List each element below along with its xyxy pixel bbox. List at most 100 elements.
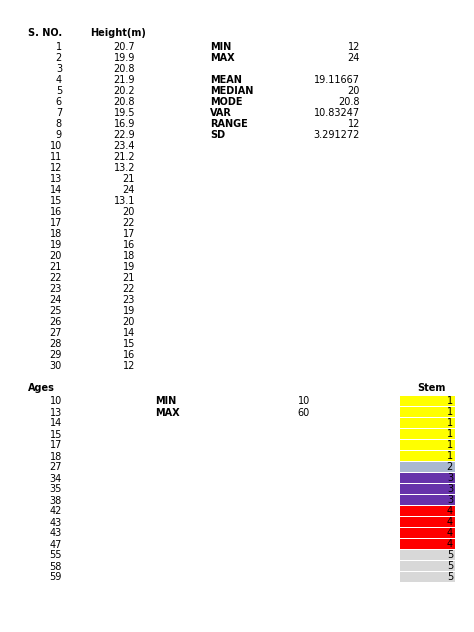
Text: 16.9: 16.9 (114, 119, 135, 130)
Text: 19: 19 (50, 240, 62, 250)
Text: 20: 20 (123, 317, 135, 327)
Text: 18: 18 (123, 252, 135, 261)
Text: 20.7: 20.7 (113, 42, 135, 52)
Text: 5: 5 (447, 561, 453, 571)
Text: 38: 38 (50, 495, 62, 506)
Text: 4: 4 (447, 528, 453, 538)
Text: 19: 19 (123, 307, 135, 316)
Text: 13.2: 13.2 (113, 163, 135, 173)
Text: 9: 9 (56, 130, 62, 140)
Text: 28: 28 (50, 339, 62, 349)
Text: S. NO.: S. NO. (28, 28, 62, 38)
Text: 15: 15 (50, 197, 62, 206)
Text: 3.291272: 3.291272 (314, 130, 360, 140)
Text: MODE: MODE (210, 97, 243, 107)
Bar (400, 506, 455, 516)
Text: 1: 1 (447, 396, 453, 406)
Text: 24: 24 (50, 295, 62, 305)
Text: 19.9: 19.9 (114, 53, 135, 63)
Bar (400, 428, 455, 439)
Text: 24: 24 (123, 185, 135, 195)
Text: 15: 15 (50, 430, 62, 439)
Text: 30: 30 (50, 362, 62, 372)
Text: 26: 26 (50, 317, 62, 327)
Text: 11: 11 (50, 152, 62, 162)
Text: 5: 5 (56, 87, 62, 96)
Text: 13.1: 13.1 (114, 197, 135, 206)
Text: 19.11667: 19.11667 (314, 75, 360, 85)
Text: 3: 3 (56, 64, 62, 75)
Text: 19.5: 19.5 (113, 108, 135, 118)
Text: 17: 17 (123, 229, 135, 240)
Text: 20.2: 20.2 (113, 87, 135, 96)
Bar (400, 516, 455, 527)
Text: MAX: MAX (210, 53, 235, 63)
Text: 10.83247: 10.83247 (314, 108, 360, 118)
Text: 34: 34 (50, 473, 62, 483)
Text: MIN: MIN (155, 396, 176, 406)
Bar (400, 473, 455, 483)
Text: 1: 1 (447, 451, 453, 461)
Bar (400, 528, 455, 538)
Text: MIN: MIN (210, 42, 231, 52)
Text: 2: 2 (56, 53, 62, 63)
Text: 23.4: 23.4 (113, 142, 135, 151)
Bar (400, 396, 455, 406)
Text: RANGE: RANGE (210, 119, 248, 130)
Text: 2: 2 (447, 462, 453, 472)
Text: 20: 20 (347, 87, 360, 96)
Text: 16: 16 (50, 207, 62, 217)
Text: 42: 42 (50, 506, 62, 516)
Text: 14: 14 (50, 418, 62, 428)
Text: 12: 12 (347, 119, 360, 130)
Text: 23: 23 (50, 284, 62, 295)
Text: 20.8: 20.8 (113, 97, 135, 107)
Text: 21: 21 (50, 262, 62, 272)
Bar (400, 439, 455, 450)
Text: 58: 58 (50, 561, 62, 571)
Bar (400, 538, 455, 549)
Text: 20.8: 20.8 (113, 64, 135, 75)
Text: 19: 19 (123, 262, 135, 272)
Bar (400, 451, 455, 461)
Text: 14: 14 (123, 328, 135, 338)
Text: 27: 27 (49, 463, 62, 473)
Text: 20: 20 (50, 252, 62, 261)
Text: 12: 12 (50, 163, 62, 173)
Text: 17: 17 (50, 441, 62, 451)
Bar (400, 561, 455, 571)
Text: 22: 22 (122, 218, 135, 228)
Text: MEAN: MEAN (210, 75, 242, 85)
Text: 8: 8 (56, 119, 62, 130)
Text: 3: 3 (447, 473, 453, 483)
Text: 55: 55 (49, 550, 62, 561)
Text: 43: 43 (50, 528, 62, 538)
Text: 13: 13 (50, 408, 62, 418)
Text: Ages: Ages (28, 383, 55, 393)
Text: 25: 25 (49, 307, 62, 316)
Text: 21: 21 (123, 174, 135, 185)
Text: Stem: Stem (418, 383, 446, 393)
Bar (400, 406, 455, 417)
Text: 14: 14 (50, 185, 62, 195)
Text: 15: 15 (123, 339, 135, 349)
Text: Height(m): Height(m) (90, 28, 146, 38)
Text: 1: 1 (447, 440, 453, 450)
Bar (400, 418, 455, 428)
Text: 22: 22 (122, 284, 135, 295)
Text: 20: 20 (123, 207, 135, 217)
Bar (400, 483, 455, 494)
Text: 4: 4 (447, 539, 453, 549)
Text: 12: 12 (347, 42, 360, 52)
Text: 18: 18 (50, 229, 62, 240)
Text: 4: 4 (447, 506, 453, 516)
Text: 47: 47 (50, 540, 62, 549)
Bar (400, 461, 455, 472)
Text: 3: 3 (447, 484, 453, 494)
Text: 21: 21 (123, 273, 135, 283)
Text: 35: 35 (50, 485, 62, 494)
Text: 59: 59 (50, 573, 62, 583)
Text: MAX: MAX (155, 408, 180, 418)
Bar (400, 549, 455, 560)
Text: 16: 16 (123, 350, 135, 360)
